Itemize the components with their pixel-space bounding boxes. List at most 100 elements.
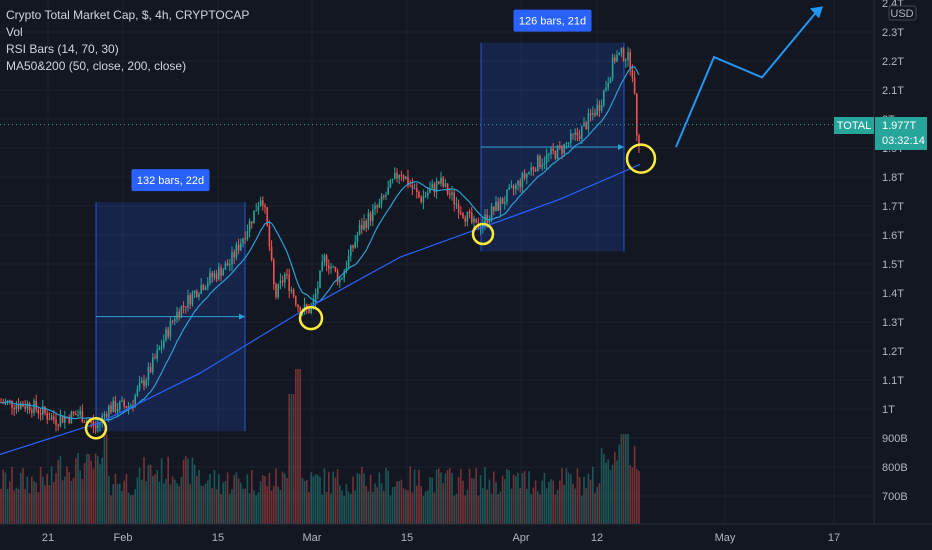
candle-body [440, 177, 442, 184]
ma-indicator-label[interactable]: MA50&200 (50, close, 200, close) [6, 59, 187, 73]
projection-arrow [675, 12, 816, 148]
volume-bar [6, 488, 9, 524]
volume-bar [389, 495, 392, 524]
volume-bar [484, 467, 486, 524]
candle-body [229, 264, 231, 266]
rsi-indicator-label[interactable]: RSI Bars (14, 70, 30) [6, 42, 119, 56]
candle-body [411, 185, 414, 189]
volume-bar [369, 474, 372, 524]
volume-bar [482, 488, 484, 524]
volume-bar [444, 473, 447, 524]
candle-body [501, 198, 504, 204]
volume-bar [506, 469, 508, 524]
price-tick-label: 900B [882, 433, 908, 445]
volume-bar [330, 493, 332, 524]
candle-body [246, 231, 249, 240]
candle-body [169, 320, 172, 337]
candle-body [176, 311, 178, 320]
volume-bar [209, 473, 211, 524]
symbol-title[interactable]: Crypto Total Market Cap, $, 4h, CRYPTOCA… [6, 8, 250, 22]
candle-body [394, 172, 396, 179]
candle-body [508, 187, 510, 190]
volume-bar [176, 483, 178, 524]
arrow-right-icon [618, 144, 624, 150]
volume-bar [387, 471, 389, 524]
volume-bar [11, 466, 13, 524]
candle-body [563, 143, 565, 154]
volume-bar [468, 468, 471, 524]
volume-indicator-label[interactable]: Vol [6, 25, 23, 39]
candle-body [97, 424, 99, 428]
volume-bar [453, 495, 455, 524]
candle-body [325, 255, 328, 266]
price-axis-ticks[interactable]: 2.4T2.3T2.2T2.1T2T1.9T1.8T1.7T1.6T1.5T1.… [882, 0, 908, 503]
candle-body [603, 90, 605, 106]
volume-bar [229, 493, 231, 524]
volume-bar [303, 480, 306, 524]
candle-body [420, 197, 422, 203]
volume-bar [264, 476, 266, 524]
volume-bar [301, 477, 304, 524]
candle-body [64, 416, 66, 423]
volume-bar [350, 493, 352, 524]
volume-bar [431, 477, 433, 524]
chart-settings-corner[interactable] [875, 525, 932, 550]
volume-bar [556, 489, 559, 524]
volume-bar [607, 459, 609, 524]
candle-body [295, 296, 297, 305]
volume-bar [246, 474, 249, 524]
volume-bar [167, 456, 169, 524]
volume-bar [290, 394, 293, 524]
volume-bar [510, 488, 513, 524]
volume-bar [48, 485, 51, 524]
candle-body [264, 205, 266, 208]
volume-bar [413, 469, 416, 524]
volume-bar [358, 474, 361, 524]
candle-body [149, 366, 152, 373]
price-tick-label: 800B [882, 462, 908, 474]
volume-bar [77, 453, 79, 524]
price-tick-label: 1T [882, 404, 895, 416]
candle-body [418, 191, 420, 198]
volume-bar [306, 480, 308, 524]
candle-body [482, 223, 484, 229]
candle-body [17, 404, 20, 409]
candle-body [127, 405, 130, 409]
candle-body [270, 246, 273, 261]
price-tick-label: 1.4T [882, 288, 904, 300]
candle-body [185, 306, 187, 308]
candle-body [248, 221, 251, 232]
volume-bar [99, 464, 101, 524]
volume-bar [220, 493, 222, 524]
candle-body [125, 406, 128, 409]
volume-bar [552, 480, 554, 524]
currency-badge[interactable] [888, 5, 917, 21]
volume-bar [424, 491, 427, 524]
candle-body [231, 252, 233, 265]
candle-body [405, 176, 407, 180]
candle-body [266, 207, 268, 226]
volume-bar [83, 462, 86, 524]
candle-body [75, 413, 77, 416]
candle-body [257, 206, 260, 211]
volume-bar [253, 490, 255, 524]
candle-body [407, 176, 409, 186]
candle-body [314, 293, 317, 301]
volume-bar [270, 490, 273, 524]
candle-body [438, 181, 440, 184]
candle-body [347, 255, 350, 268]
volume-bar [609, 469, 612, 524]
candle-body [449, 193, 451, 195]
volume-bar [70, 480, 73, 524]
candle-body [475, 218, 477, 223]
volume-bar [618, 444, 620, 524]
volume-bar [627, 434, 629, 524]
candle-body [275, 284, 277, 298]
time-axis-ticks[interactable]: 21 Feb 15 Mar 15 Apr 12 May 17 [42, 532, 840, 544]
volume-bar [319, 476, 321, 524]
volume-bar [356, 473, 359, 524]
candle-body [116, 409, 119, 412]
candle-body [589, 113, 592, 115]
